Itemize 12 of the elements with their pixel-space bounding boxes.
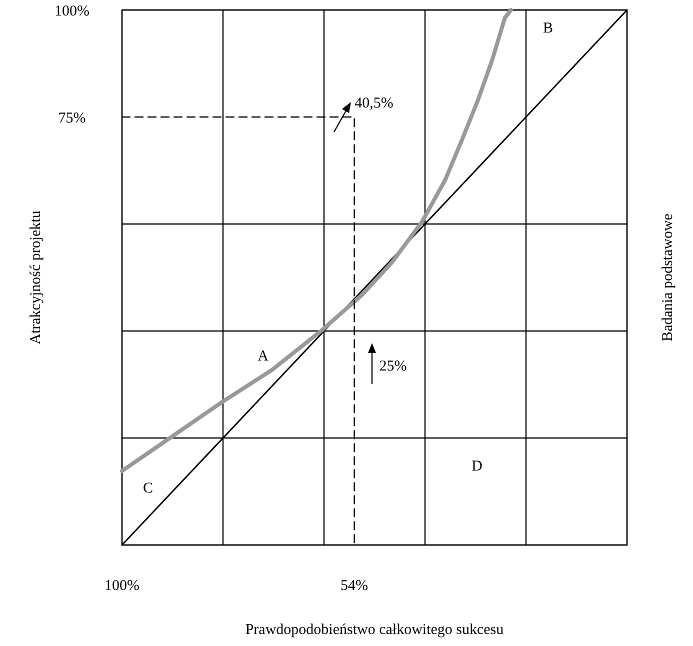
annotation: B xyxy=(542,20,554,36)
y2-axis-title: Badania podstawowe xyxy=(660,213,676,342)
x-tick-label: 54% xyxy=(340,578,368,594)
x-axis-title: Prawdopodobieństwo całkowitego sukcesu xyxy=(245,622,504,638)
annotation: 25% xyxy=(379,358,407,374)
line-series xyxy=(120,8,513,473)
annotation: C xyxy=(142,480,154,496)
annotation: 40,5% xyxy=(354,95,394,112)
annotation: D xyxy=(472,458,483,474)
y-axis-title: Atrakcyjność projektu xyxy=(28,210,44,344)
annotation: A xyxy=(258,348,269,364)
y-tick-label: 75% xyxy=(58,110,86,126)
